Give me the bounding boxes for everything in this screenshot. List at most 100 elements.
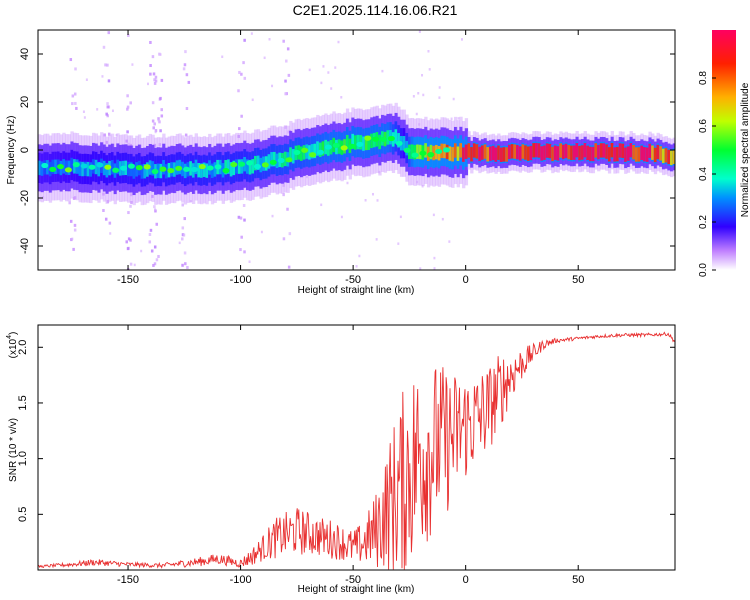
- noise-speck: [438, 86, 441, 89]
- ridge-cell: [275, 153, 279, 169]
- ridge-cell: [661, 148, 666, 164]
- y-tick-label: -40: [19, 238, 31, 254]
- noise-speck: [239, 248, 242, 252]
- ridge-cell: [540, 146, 544, 161]
- x-tick-label: -50: [345, 574, 361, 586]
- noise-speck: [282, 193, 285, 197]
- noise-speck: [69, 58, 73, 62]
- ridge-cell: [386, 130, 390, 145]
- snr-x-axis: -150 -100 -50 0 50: [117, 325, 584, 586]
- colorbar-tick-label: 0.4: [698, 167, 709, 181]
- ridge-cell: [464, 144, 469, 159]
- ridge-cell: [78, 161, 82, 176]
- noise-speck: [433, 267, 436, 270]
- ridge-blob: [198, 163, 206, 170]
- noise-speck: [102, 208, 105, 212]
- ridge-blob: [64, 167, 72, 173]
- ridge-cell: [543, 145, 547, 160]
- ridge-cell: [97, 161, 101, 177]
- ridge-cell: [472, 143, 477, 158]
- ridge-cell: [526, 146, 531, 161]
- noise-speck: [127, 237, 131, 241]
- noise-speck: [73, 223, 77, 227]
- ridge-cell: [364, 135, 369, 151]
- noise-speck: [71, 102, 74, 106]
- ridge-cell: [270, 152, 274, 167]
- ridge-blob: [96, 162, 104, 168]
- ridge-blob: [419, 150, 427, 156]
- noise-speck: [415, 112, 418, 116]
- noise-speck: [320, 81, 323, 85]
- ridge-blob: [356, 141, 364, 147]
- noise-speck: [83, 116, 86, 119]
- colorbar-tick-label: 0.6: [698, 119, 709, 133]
- ridge-blob: [159, 166, 167, 172]
- noise-speck: [73, 92, 77, 96]
- noise-speck: [221, 55, 224, 59]
- ridge-blob: [104, 164, 112, 170]
- noise-speck: [184, 50, 187, 54]
- ridge-cell: [570, 145, 574, 161]
- snr-line: [38, 331, 675, 570]
- ridge-cell: [205, 163, 209, 178]
- noise-speck: [322, 65, 325, 68]
- ridge-cell: [502, 147, 506, 162]
- ridge-cell: [227, 159, 231, 174]
- ridge-cell: [483, 144, 487, 159]
- noise-speck: [151, 55, 155, 59]
- ridge-cell: [83, 161, 88, 177]
- noise-speck: [160, 114, 164, 118]
- noise-speck: [346, 181, 349, 185]
- noise-speck: [181, 226, 185, 230]
- ridge-blob: [190, 166, 198, 173]
- ridge-blob: [261, 162, 269, 168]
- noise-speck: [287, 265, 291, 269]
- ridge-cell: [594, 143, 598, 158]
- ridge-cell: [94, 159, 99, 175]
- ridge-cell: [548, 143, 552, 159]
- noise-speck: [126, 107, 129, 111]
- ridge-cell: [456, 146, 460, 161]
- ridge-cell: [532, 143, 536, 158]
- ridge-cell: [459, 143, 463, 158]
- ridge-cell: [424, 143, 428, 158]
- ridge-cell: [46, 160, 50, 175]
- ridge-cell: [480, 145, 485, 160]
- ridge-cell: [237, 159, 242, 174]
- noise-speck: [154, 75, 158, 79]
- ridge-cell: [470, 147, 474, 162]
- noise-speck: [337, 40, 340, 44]
- ridge-cell: [559, 143, 563, 158]
- y-tick-label: 1.0: [17, 451, 29, 466]
- ridge-cell: [610, 142, 614, 158]
- snr-scale-label: (x10: [8, 338, 19, 358]
- ridge-cell: [397, 133, 401, 148]
- noise-speck: [159, 129, 162, 133]
- noise-speck: [271, 84, 274, 88]
- spectrogram-y-axis: -40 -20 0 20 40: [19, 48, 675, 254]
- noise-speck: [182, 67, 186, 71]
- noise-speck: [151, 119, 155, 123]
- noise-speck: [460, 38, 463, 41]
- ridge-blob: [175, 165, 183, 171]
- noise-speck: [106, 102, 109, 106]
- noise-speck: [107, 132, 111, 136]
- noise-speck: [127, 211, 130, 215]
- ridge-cell: [583, 142, 587, 158]
- noise-speck: [183, 251, 187, 255]
- ridge-cell: [624, 147, 628, 162]
- noise-speck: [271, 214, 274, 218]
- ridge-blob: [293, 149, 301, 156]
- noise-speck: [129, 204, 132, 208]
- ridge-cell: [251, 159, 255, 174]
- ridge-cell: [105, 163, 109, 178]
- ridge-cell: [129, 161, 134, 177]
- ridge-cell: [462, 147, 466, 162]
- noise-speck: [284, 92, 287, 96]
- ridge-cell: [272, 151, 277, 167]
- noise-speck: [243, 250, 246, 254]
- noise-speck: [184, 133, 188, 137]
- ridge-cell: [667, 149, 671, 165]
- ridge-cell: [486, 147, 490, 162]
